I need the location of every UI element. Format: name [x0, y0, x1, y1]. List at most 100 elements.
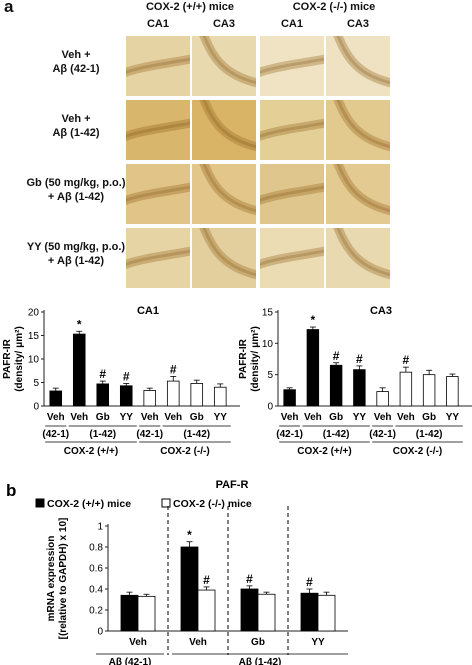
- bar: [317, 594, 336, 632]
- significance-mark: #: [246, 572, 253, 586]
- y-tick-label: 15: [28, 331, 40, 342]
- bar: [329, 364, 343, 407]
- significance-mark: #: [356, 352, 363, 366]
- bar: [49, 390, 63, 407]
- y-tick-label: 10: [262, 339, 274, 350]
- bar: [197, 589, 216, 632]
- region-label-ca1-wt: CA1: [146, 18, 169, 30]
- subgroup-label: Aβ (42-1): [109, 657, 152, 665]
- bar: [96, 383, 110, 407]
- chart-title: CA1: [137, 305, 159, 317]
- micrograph-tile-row4-ca1-ko: [260, 228, 324, 288]
- y-axis-label: mRNA expression: [46, 536, 57, 622]
- y-tick-label: 5: [33, 378, 39, 389]
- significance-mark: #: [306, 575, 313, 589]
- legend-label: COX-2 (+/+) mice: [47, 498, 131, 510]
- y-tick-label: 20: [28, 308, 40, 319]
- x-tick-label: YY: [446, 412, 460, 423]
- x-tick-label: Veh: [374, 412, 392, 423]
- y-tick-label: 10: [28, 355, 40, 366]
- bar: [422, 374, 436, 407]
- y-tick-label: 15: [262, 308, 274, 319]
- x-tick-label: Gb: [190, 412, 204, 423]
- y-axis-label: PAFR-IR: [2, 338, 13, 379]
- micrograph-tile-row4-ca1-wt: [126, 228, 190, 288]
- bar: [119, 385, 133, 407]
- x-tick-label: Gb: [96, 412, 110, 423]
- legend-swatch-open: [161, 498, 171, 508]
- x-tick-label: Veh: [129, 637, 147, 648]
- chart-title: PAF-R: [216, 479, 249, 491]
- chart-paf-r: b PAF-R COX-2 (+/+) mice COX-2 (-/-) mice mR…: [6, 479, 348, 665]
- x-tick-label: YY: [120, 412, 134, 423]
- y-tick-label: 0: [33, 402, 39, 413]
- micrograph-tile-row3-ca3-ko: [326, 164, 390, 224]
- subgroup-label: (42-1): [136, 429, 163, 440]
- y-tick-label: 1: [97, 522, 103, 533]
- significance-mark: #: [99, 367, 106, 381]
- panel-a-letter: a: [4, 0, 14, 16]
- x-tick-label: Gb: [422, 412, 436, 423]
- micrograph-tile-row2-ca3-wt: [192, 100, 256, 160]
- group-label: COX-2 (-/-): [160, 446, 209, 457]
- bar: [257, 593, 276, 632]
- subgroup-label: (42-1): [369, 429, 396, 440]
- group-label: COX-2 (+/+): [297, 446, 351, 457]
- significance-mark: #: [403, 353, 410, 367]
- micrograph-tile-row1-ca3-wt: [192, 36, 256, 96]
- micrograph-tile-row4-ca3-wt: [192, 228, 256, 288]
- significance-mark: *: [77, 317, 82, 331]
- x-tick-label: Veh: [47, 412, 65, 423]
- y-axis-label: PAFR-IR: [238, 338, 249, 379]
- bar: [376, 391, 389, 407]
- bar: [190, 383, 204, 407]
- subgroup-label: (1-42): [183, 429, 210, 440]
- subgroup-label: (42-1): [42, 429, 69, 440]
- x-tick-label: Veh: [141, 412, 159, 423]
- micrograph-tile-row1-ca1-wt: [126, 36, 190, 96]
- significance-mark: #: [170, 362, 177, 376]
- chart-title: CA3: [370, 305, 392, 317]
- group-wildtype-label: COX-2 (+/+) mice: [145, 1, 235, 13]
- group-label: COX-2 (+/+): [64, 446, 118, 457]
- subgroup-label: (1-42): [323, 429, 350, 440]
- row-label-gb-ab1-42: Gb (50 mg/kg, p.o.) + Aβ (1-42): [26, 177, 126, 203]
- x-tick-label: Veh: [189, 637, 207, 648]
- x-tick-label: Gb: [329, 412, 343, 423]
- micrograph-tile-row3-ca1-ko: [260, 164, 324, 224]
- bar: [120, 594, 139, 632]
- x-tick-label: Veh: [397, 412, 415, 423]
- micrograph-tile-row2-ca3-ko: [326, 100, 390, 160]
- micrograph-tile-row3-ca1-wt: [126, 164, 190, 224]
- y-tick-label: 0.6: [89, 564, 103, 575]
- x-tick-label: Veh: [304, 412, 322, 423]
- bar: [353, 369, 366, 407]
- y-tick-label: 0.4: [89, 585, 103, 596]
- bar: [300, 592, 319, 632]
- bar: [72, 333, 86, 407]
- significance-mark: #: [203, 573, 210, 587]
- micrograph-tile-row2-ca1-ko: [260, 100, 324, 160]
- bar: [143, 390, 157, 407]
- chart-ca3: CA3 PAFR-IR (density/ μm²) 0 5 10 15 Veh * Veh # Gb…: [238, 305, 472, 457]
- chart-ca1: CA1 PAFR-IR (density/ μm²) 0 5 10 15 20 Veh * Veh #…: [2, 305, 240, 457]
- micrograph-tile-row4-ca3-ko: [326, 228, 390, 288]
- group-label: COX-2 (-/-): [393, 446, 442, 457]
- bar: [213, 386, 227, 407]
- panel-b-letter: b: [6, 481, 16, 500]
- subgroup-label: (1-42): [89, 429, 116, 440]
- bar: [399, 371, 413, 407]
- bar: [446, 376, 459, 407]
- bar: [137, 595, 156, 632]
- x-tick-label: YY: [311, 637, 325, 648]
- bar: [240, 588, 259, 632]
- bar: [306, 329, 320, 407]
- significance-mark: #: [333, 349, 340, 363]
- y-tick-label: 0: [97, 627, 103, 638]
- micrograph-tile-row2-ca1-wt: [126, 100, 190, 160]
- y-tick-label: 0.8: [89, 543, 103, 554]
- y-tick-label: 0.2: [89, 606, 103, 617]
- y-axis-label: (density/ μm²): [14, 326, 25, 392]
- x-tick-label: Veh: [70, 412, 88, 423]
- significance-mark: *: [187, 528, 192, 542]
